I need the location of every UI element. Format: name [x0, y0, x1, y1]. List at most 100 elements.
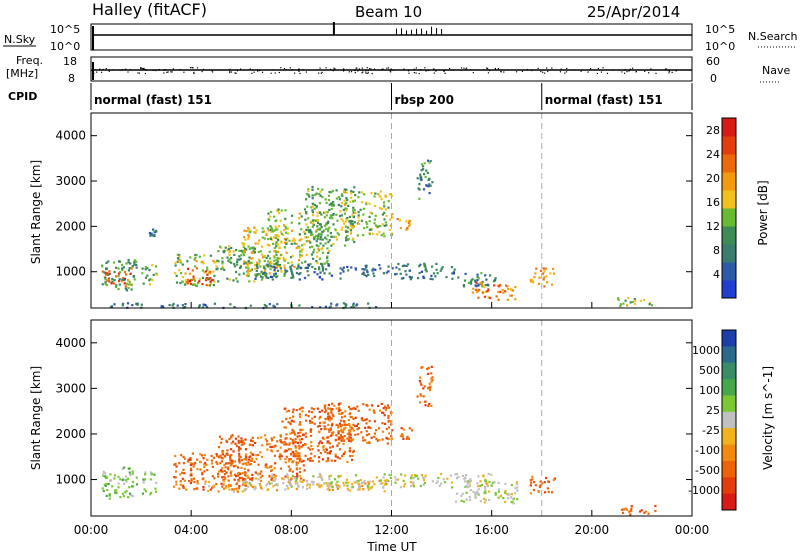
data-cell — [356, 303, 359, 306]
data-cell — [130, 283, 133, 286]
data-cell — [259, 479, 263, 482]
data-cell — [542, 278, 545, 281]
data-cell — [275, 259, 278, 262]
data-cell — [265, 484, 268, 487]
data-cell — [332, 223, 335, 226]
data-cell — [171, 304, 174, 307]
data-cell — [271, 230, 274, 233]
data-cell — [276, 264, 279, 267]
data-cell — [115, 266, 118, 269]
data-cell — [319, 271, 322, 274]
data-cell — [284, 227, 287, 230]
data-cell — [346, 437, 349, 440]
nave-dot — [164, 68, 166, 71]
data-cell — [279, 439, 282, 442]
data-cell — [305, 480, 308, 483]
data-cell — [186, 260, 189, 263]
data-cell — [239, 447, 242, 450]
data-cell — [344, 236, 348, 239]
data-cell — [385, 271, 388, 274]
nave-dot — [235, 72, 237, 74]
data-cell — [539, 269, 542, 272]
data-cell — [328, 226, 331, 229]
data-cell — [110, 282, 113, 285]
data-cell — [312, 408, 315, 411]
data-cell — [451, 277, 454, 280]
data-cell — [454, 473, 457, 476]
velocity-colorbar-swatch — [722, 395, 736, 413]
nave-dot — [448, 67, 451, 70]
data-cell — [418, 197, 421, 200]
data-cell — [529, 484, 532, 487]
data-cell — [154, 487, 157, 490]
data-cell — [244, 448, 248, 451]
data-cell — [190, 282, 193, 286]
data-cell — [273, 247, 276, 250]
data-cell — [365, 264, 368, 267]
data-cell — [222, 487, 226, 490]
data-cell — [334, 235, 338, 239]
data-cell — [344, 305, 347, 308]
data-cell — [539, 480, 542, 483]
data-cell — [321, 269, 324, 272]
data-cell — [462, 284, 465, 287]
data-cell — [298, 250, 302, 253]
data-cell — [286, 227, 290, 230]
data-cell — [240, 254, 243, 257]
data-cell — [418, 271, 421, 275]
data-cell — [317, 245, 320, 248]
data-cell — [383, 479, 386, 482]
nave-dot — [119, 69, 121, 71]
data-cell — [346, 432, 349, 435]
data-cell — [247, 234, 250, 237]
data-cell — [455, 477, 459, 480]
data-cell — [271, 439, 274, 442]
data-cell — [293, 265, 296, 268]
nave-dot — [252, 69, 254, 71]
nave-dot — [143, 67, 145, 70]
nave-dot — [443, 70, 445, 73]
data-cell — [251, 457, 254, 460]
data-cell — [441, 266, 444, 269]
nave-dot — [650, 68, 652, 70]
data-cell — [205, 463, 208, 467]
data-cell — [291, 272, 294, 275]
data-cell — [347, 204, 350, 207]
data-cell — [549, 272, 552, 275]
data-cell — [313, 422, 316, 425]
data-cell — [198, 305, 201, 308]
data-cell — [295, 409, 298, 412]
data-cell — [269, 265, 273, 268]
data-cell — [310, 220, 313, 223]
data-cell — [464, 272, 467, 275]
nave-dot — [668, 70, 671, 72]
data-cell — [394, 273, 397, 276]
data-cell — [323, 262, 326, 265]
nave-dot — [179, 68, 181, 71]
data-cell — [206, 458, 209, 461]
data-cell — [321, 478, 324, 481]
data-cell — [293, 453, 296, 456]
data-cell — [199, 468, 202, 471]
data-cell — [335, 434, 338, 437]
data-cell — [531, 281, 535, 284]
data-cell — [334, 228, 337, 231]
data-cell — [196, 482, 199, 485]
data-cell — [470, 279, 473, 282]
data-cell — [400, 473, 403, 476]
data-cell — [464, 485, 467, 488]
data-cell — [326, 441, 329, 444]
data-cell — [289, 432, 292, 435]
nave-dot — [333, 67, 335, 69]
data-cell — [343, 199, 346, 202]
data-cell — [118, 271, 122, 274]
data-cell — [318, 417, 321, 420]
data-cell — [291, 461, 295, 464]
data-cell — [292, 276, 295, 279]
data-cell — [222, 483, 225, 486]
data-cell — [335, 423, 338, 427]
data-cell — [219, 462, 222, 465]
data-cell — [202, 262, 205, 265]
data-cell — [286, 473, 289, 476]
data-cell — [245, 458, 248, 461]
